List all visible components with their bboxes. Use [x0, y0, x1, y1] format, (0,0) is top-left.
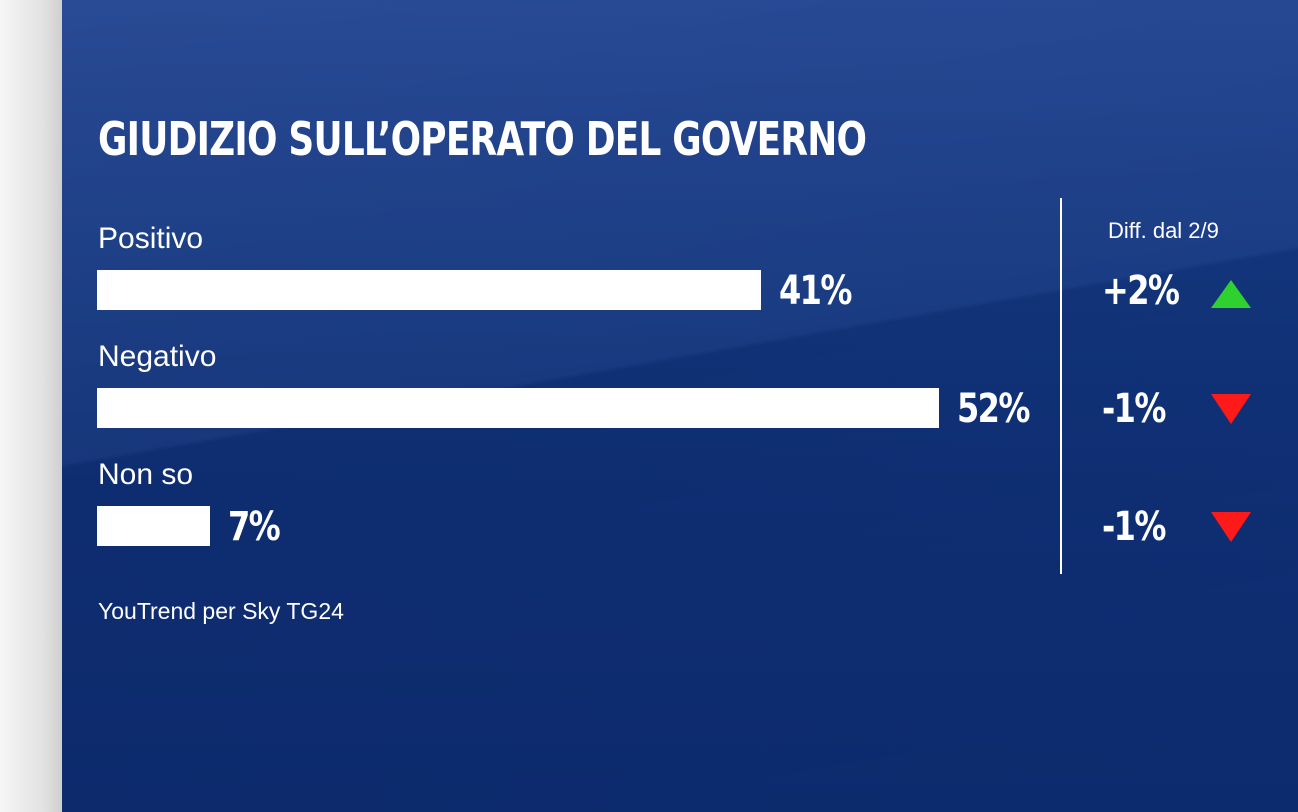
- triangle-up-icon: [1211, 280, 1251, 308]
- category-label-positivo: Positivo: [98, 222, 204, 255]
- value-label-negativo: 52%: [957, 386, 1030, 432]
- category-label-non-so: Non so: [98, 458, 194, 491]
- bar-non-so: [97, 506, 210, 546]
- triangle-down-icon: [1211, 394, 1251, 424]
- diff-column-header: Diff. dal 2/9: [1108, 218, 1219, 243]
- value-label-non-so: 7%: [228, 504, 281, 550]
- diff-value-positivo: +2%: [1102, 268, 1180, 314]
- source-credit: YouTrend per Sky TG24: [98, 598, 344, 624]
- triangle-down-icon: [1211, 512, 1251, 542]
- category-label-negativo: Negativo: [98, 340, 217, 373]
- value-label-positivo: 41%: [779, 268, 852, 314]
- left-margin-strip: [0, 0, 62, 812]
- bar-negativo: [97, 388, 939, 428]
- bar-positivo: [97, 270, 761, 310]
- chart-title: GIUDIZIO SULL’OPERATO DEL GOVERNO: [98, 112, 867, 166]
- diff-value-negativo: -1%: [1102, 386, 1166, 432]
- diff-value-non-so: -1%: [1102, 504, 1166, 550]
- column-divider: [1060, 198, 1062, 574]
